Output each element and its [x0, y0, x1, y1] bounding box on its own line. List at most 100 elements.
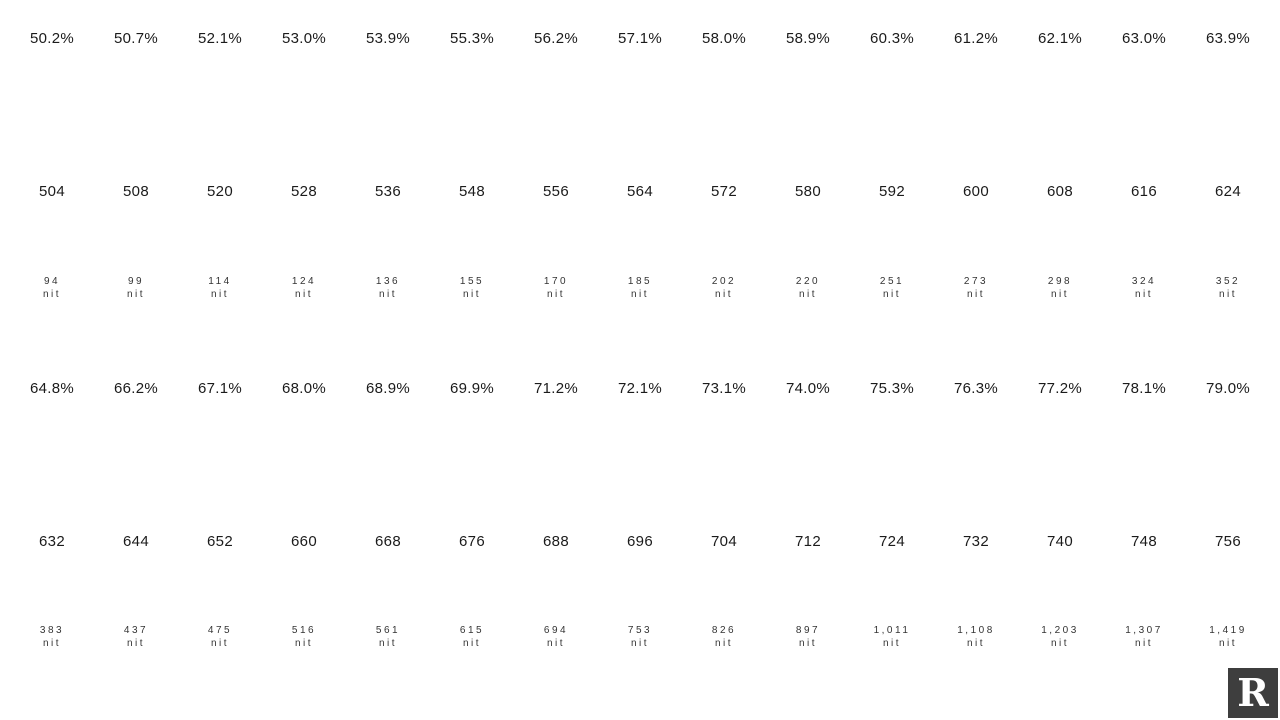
- setting-cell: 652: [207, 533, 233, 550]
- nit-unit-label: nit: [126, 638, 146, 649]
- nit-value: 352: [1215, 276, 1241, 287]
- luminance-cell: 561 nit: [346, 624, 430, 650]
- luminance-cell: 615 nit: [430, 624, 514, 650]
- setting-cell: 712: [795, 533, 821, 550]
- percent-cell: 75.3%: [869, 380, 915, 397]
- percent-cell: 61.2%: [953, 30, 999, 47]
- setting-cell: 740: [1047, 533, 1073, 550]
- setting-cell: 724: [879, 533, 905, 550]
- nit-unit-label: nit: [462, 638, 482, 649]
- percent-cell: 68.0%: [281, 380, 327, 397]
- setting-cell: 688: [543, 533, 569, 550]
- setting-cell: 696: [627, 533, 653, 550]
- luminance-cell: 897 nit: [766, 624, 850, 650]
- luminance-cell: 1,419 nit: [1186, 624, 1270, 650]
- percent-cell: 73.1%: [701, 380, 747, 397]
- rtings-logo: R: [1228, 668, 1278, 718]
- nit-unit-label: nit: [546, 289, 566, 300]
- nit-value: 826: [711, 625, 737, 636]
- luminance-cell: 298 nit: [1018, 275, 1102, 301]
- setting-cell: 624: [1215, 183, 1241, 200]
- nit-unit-label: nit: [882, 289, 902, 300]
- luminance-cell: 516 nit: [262, 624, 346, 650]
- nit-value: 170: [543, 276, 569, 287]
- nit-value: 1,419: [1209, 625, 1247, 636]
- nit-unit-label: nit: [210, 638, 230, 649]
- nit-value: 383: [39, 625, 65, 636]
- setting-cell: 732: [963, 533, 989, 550]
- luminance-cell: 753 nit: [598, 624, 682, 650]
- setting-cell: 660: [291, 533, 317, 550]
- luminance-cell: 99 nit: [94, 275, 178, 301]
- nit-value: 897: [795, 625, 821, 636]
- nit-value: 324: [1131, 276, 1157, 287]
- grid-row-luminance-lower: 383 nit 437 nit 475 nit 516 nit 561 nit 615 nit 694 n…: [10, 624, 1270, 650]
- luminance-cell: 124 nit: [262, 275, 346, 301]
- luminance-cell: 1,203 nit: [1018, 624, 1102, 650]
- percent-cell: 63.0%: [1121, 30, 1167, 47]
- percent-cell: 53.9%: [365, 30, 411, 47]
- nit-unit-label: nit: [1218, 638, 1238, 649]
- nit-value: 202: [711, 276, 737, 287]
- setting-cell: 704: [711, 533, 737, 550]
- setting-cell: 668: [375, 533, 401, 550]
- percent-cell: 50.2%: [29, 30, 75, 47]
- nit-unit-label: nit: [966, 638, 986, 649]
- setting-cell: 564: [627, 183, 653, 200]
- nit-unit-label: nit: [1134, 289, 1154, 300]
- nit-value: 273: [963, 276, 989, 287]
- nit-unit-label: nit: [42, 289, 62, 300]
- setting-cell: 676: [459, 533, 485, 550]
- luminance-cell: 1,307 nit: [1102, 624, 1186, 650]
- nit-value: 220: [795, 276, 821, 287]
- percent-cell: 56.2%: [533, 30, 579, 47]
- nit-unit-label: nit: [294, 289, 314, 300]
- luminance-cell: 324 nit: [1102, 275, 1186, 301]
- nit-value: 185: [627, 276, 653, 287]
- nit-value: 155: [459, 276, 485, 287]
- nit-unit-label: nit: [882, 638, 902, 649]
- percent-cell: 78.1%: [1121, 380, 1167, 397]
- nit-unit-label: nit: [714, 289, 734, 300]
- nit-value: 94: [43, 276, 61, 287]
- luminance-cell: 202 nit: [682, 275, 766, 301]
- nit-value: 615: [459, 625, 485, 636]
- grid-row-luminance-upper: 94 nit 99 nit 114 nit 124 nit 136 nit 155 nit 170 nit…: [10, 275, 1270, 301]
- nit-value: 298: [1047, 276, 1073, 287]
- grid-row-setting-lower: 632 644 652 660 668 676 688 696 704 712 724 732 740 7…: [10, 534, 1270, 550]
- luminance-cell: 475 nit: [178, 624, 262, 650]
- nit-unit-label: nit: [126, 289, 146, 300]
- nit-value: 136: [375, 276, 401, 287]
- nit-unit-label: nit: [378, 289, 398, 300]
- luminance-cell: 273 nit: [934, 275, 1018, 301]
- percent-cell: 68.9%: [365, 380, 411, 397]
- nit-unit-label: nit: [42, 638, 62, 649]
- luminance-cell: 136 nit: [346, 275, 430, 301]
- nit-value: 694: [543, 625, 569, 636]
- luminance-cell: 114 nit: [178, 275, 262, 301]
- setting-cell: 600: [963, 183, 989, 200]
- luminance-cell: 826 nit: [682, 624, 766, 650]
- percent-cell: 64.8%: [29, 380, 75, 397]
- grid-row-percent-lower: 64.8% 66.2% 67.1% 68.0% 68.9% 69.9% 71.2% 72.1%…: [10, 381, 1270, 397]
- nit-value: 99: [127, 276, 145, 287]
- nit-value: 124: [291, 276, 317, 287]
- luminance-cell: 694 nit: [514, 624, 598, 650]
- setting-cell: 580: [795, 183, 821, 200]
- setting-cell: 536: [375, 183, 401, 200]
- setting-cell: 632: [39, 533, 65, 550]
- percent-cell: 77.2%: [1037, 380, 1083, 397]
- percent-cell: 52.1%: [197, 30, 243, 47]
- luminance-cell: 1,011 nit: [850, 624, 934, 650]
- percent-cell: 76.3%: [953, 380, 999, 397]
- percent-cell: 72.1%: [617, 380, 663, 397]
- setting-cell: 592: [879, 183, 905, 200]
- nit-value: 251: [879, 276, 905, 287]
- nit-value: 1,011: [873, 625, 911, 636]
- nit-unit-label: nit: [1134, 638, 1154, 649]
- nit-value: 516: [291, 625, 317, 636]
- setting-cell: 508: [123, 183, 149, 200]
- luminance-cell: 170 nit: [514, 275, 598, 301]
- setting-cell: 616: [1131, 183, 1157, 200]
- percent-cell: 58.0%: [701, 30, 747, 47]
